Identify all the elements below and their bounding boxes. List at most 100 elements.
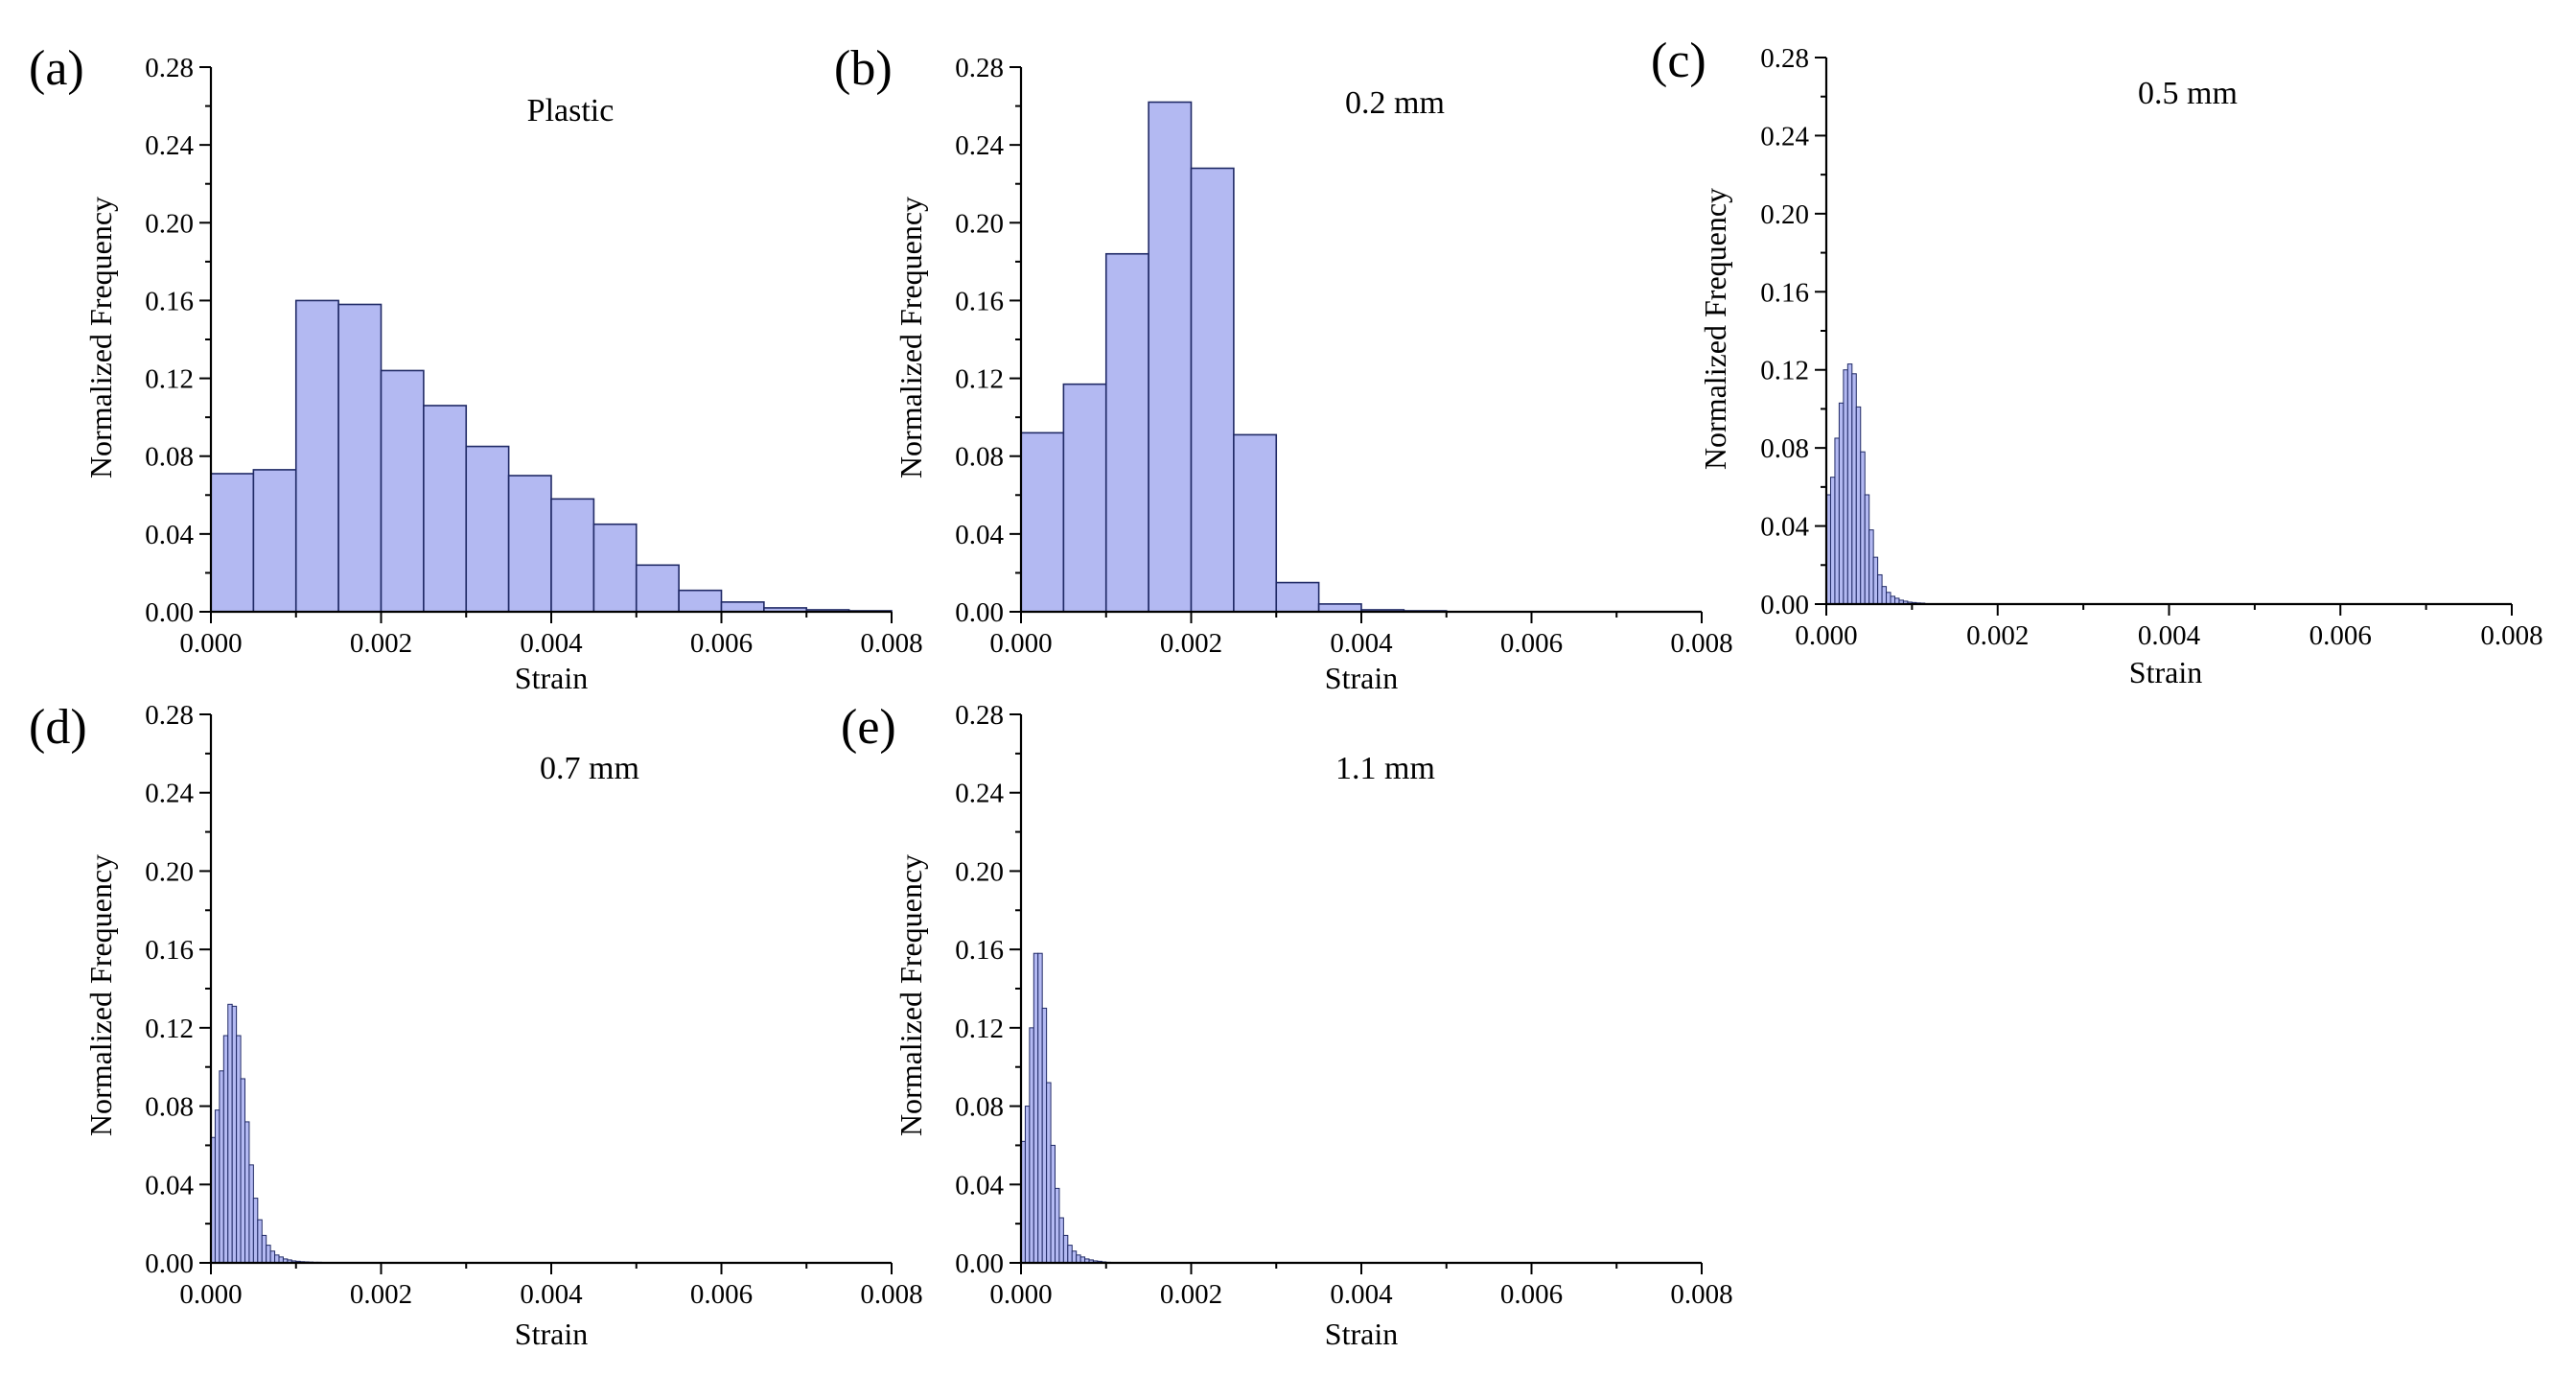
x-tick-label: 0.002 xyxy=(350,628,412,659)
histogram-bar xyxy=(261,1234,267,1264)
histogram-bar xyxy=(1029,1027,1034,1264)
chart-panel-c: (c) 0.5 mm 0.000.040.080.120.160.200.240… xyxy=(1651,34,2543,689)
y-tick-label: 0.08 xyxy=(955,1092,1004,1123)
x-axis-title-c: Strain xyxy=(2129,655,2202,689)
histogram-bar xyxy=(214,1109,220,1264)
y-axis-title-d: Normalized Frequency xyxy=(83,854,118,1136)
histogram-bar xyxy=(1877,573,1883,605)
y-tick-label: 0.04 xyxy=(145,520,194,550)
x-tick-label: 0.002 xyxy=(1160,1279,1222,1310)
y-tick-label: 0.16 xyxy=(955,286,1004,316)
x-tick-label: 0.002 xyxy=(1966,620,2029,651)
histogram-bar xyxy=(252,469,297,613)
histogram-bar xyxy=(1233,433,1278,613)
panel-title-b: 0.2 mm xyxy=(1345,85,1445,121)
histogram-bar xyxy=(1846,363,1853,605)
y-tick-label: 0.12 xyxy=(955,364,1004,395)
y-tick-label: 0.04 xyxy=(1760,512,1809,543)
chart-panel-d: (d) 0.7 mm 0.000.040.080.120.160.200.240… xyxy=(29,700,923,1351)
y-tick-label: 0.16 xyxy=(145,935,194,966)
x-axis-title-e: Strain xyxy=(1325,1317,1398,1351)
panel-letter-a: (a) xyxy=(29,41,84,96)
histogram-bar xyxy=(1872,556,1879,605)
histogram-bar xyxy=(257,1219,263,1264)
y-tick-label: 0.20 xyxy=(145,208,194,239)
histogram-bar xyxy=(1055,1187,1060,1264)
histogram-bar xyxy=(219,1070,224,1264)
x-tick-label: 0.000 xyxy=(989,1279,1052,1310)
x-tick-label: 0.006 xyxy=(1500,1279,1563,1310)
chart-panel-e: (e) 1.1 mm 0.000.040.080.120.160.200.240… xyxy=(841,700,1733,1351)
y-tick-label: 0.28 xyxy=(955,700,1004,731)
y-axis-title-a: Normalized Frequency xyxy=(83,197,118,478)
y-axis-title-c: Normalized Frequency xyxy=(1698,188,1732,470)
histogram-bar xyxy=(1275,581,1320,613)
histogram-bar xyxy=(266,1245,271,1264)
panel-letter-c: (c) xyxy=(1651,34,1706,88)
histogram-bar xyxy=(227,1003,233,1264)
histogram-bar xyxy=(1864,494,1870,605)
y-tick-label: 0.00 xyxy=(145,597,194,628)
x-tick-label: 0.004 xyxy=(2138,620,2201,651)
chart-panel-b: (b) 0.2 mm 0.000.040.080.120.160.200.240… xyxy=(834,41,1733,695)
y-tick-label: 0.20 xyxy=(145,856,194,887)
panel-title-a: Plastic xyxy=(527,93,615,128)
histogram-bar xyxy=(1033,952,1039,1264)
histogram-bar xyxy=(1317,603,1362,613)
y-tick-label: 0.00 xyxy=(145,1248,194,1279)
histogram-bar xyxy=(240,1078,245,1264)
y-tick-label: 0.24 xyxy=(955,779,1004,809)
panel-letter-b: (b) xyxy=(834,41,893,96)
x-tick-label: 0.008 xyxy=(2480,620,2542,651)
histogram-bar xyxy=(1024,1106,1031,1264)
histogram-bar xyxy=(1148,101,1193,613)
histogram-bar xyxy=(252,1198,259,1264)
y-tick-label: 0.24 xyxy=(145,779,194,809)
histogram-bar xyxy=(1076,1254,1081,1264)
y-tick-label: 0.00 xyxy=(1760,590,1809,620)
x-tick-label: 0.004 xyxy=(520,628,583,659)
y-tick-label: 0.04 xyxy=(955,520,1004,550)
y-tick-label: 0.00 xyxy=(955,597,1004,628)
histogram-bar xyxy=(1071,1250,1078,1264)
y-tick-label: 0.16 xyxy=(1760,277,1809,308)
x-tick-label: 0.006 xyxy=(690,1279,753,1310)
y-tick-label: 0.16 xyxy=(145,286,194,316)
x-axis-title-b: Strain xyxy=(1325,661,1398,695)
histogram-bar xyxy=(720,601,765,613)
histogram-bar xyxy=(1067,1245,1073,1264)
x-tick-label: 0.008 xyxy=(1670,1279,1732,1310)
y-axis-title-e: Normalized Frequency xyxy=(893,854,928,1136)
y-tick-label: 0.24 xyxy=(145,130,194,161)
histogram-bar xyxy=(1046,1082,1052,1264)
y-tick-label: 0.20 xyxy=(1760,199,1809,230)
x-tick-label: 0.004 xyxy=(1330,1279,1393,1310)
histogram-bar xyxy=(465,445,510,613)
plot-area-a: 0.00 0.04 0.08 0.12 0.16 0.20 0.24 0.28 0.000 0.0… xyxy=(145,53,922,659)
histogram-bar xyxy=(1104,252,1149,613)
y-tick-label: 0.08 xyxy=(1760,433,1809,464)
histogram-bar xyxy=(231,1005,238,1264)
histogram-bar xyxy=(550,498,595,613)
x-tick-label: 0.002 xyxy=(1160,628,1222,659)
y-tick-label: 0.12 xyxy=(145,364,194,395)
histogram-bar xyxy=(635,564,680,613)
plot-area-e: 0.00 0.04 0.08 0.12 0.16 0.20 0.24 0.28 0.000 0.0… xyxy=(955,700,1732,1310)
histogram-bar xyxy=(236,1035,242,1264)
y-tick-label: 0.08 xyxy=(145,1092,194,1123)
histogram-bar xyxy=(1886,592,1891,605)
histogram-bar xyxy=(222,1035,229,1264)
y-tick-label: 0.28 xyxy=(955,53,1004,83)
x-tick-label: 0.004 xyxy=(1330,628,1393,659)
histogram-bar xyxy=(244,1121,250,1264)
histogram-bar xyxy=(337,303,383,613)
histogram-bar xyxy=(1062,383,1107,613)
histogram-bar xyxy=(248,1164,254,1264)
x-axis-title-a: Strain xyxy=(515,661,588,695)
histogram-bar xyxy=(423,405,468,613)
plot-area-d: 0.00 0.04 0.08 0.12 0.16 0.20 0.24 0.28 0.000 0.0… xyxy=(145,700,922,1310)
y-tick-label: 0.04 xyxy=(145,1170,194,1201)
panel-title-c: 0.5 mm xyxy=(2138,76,2238,111)
histogram-bar xyxy=(1890,595,1895,605)
